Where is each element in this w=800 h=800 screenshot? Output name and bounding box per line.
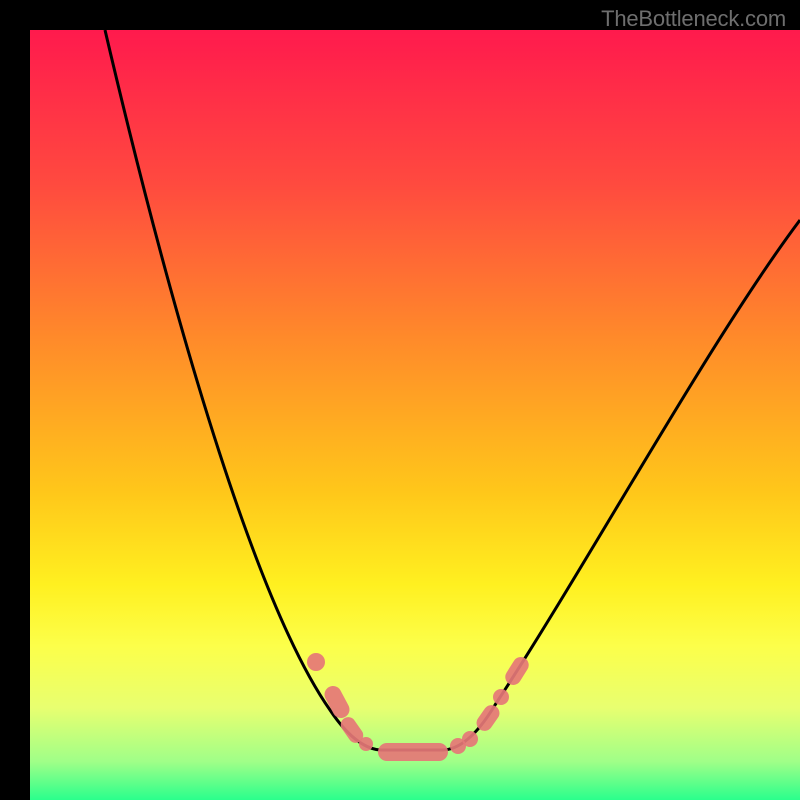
watermark-text: TheBottleneck.com (601, 6, 786, 32)
chart-plot-area (30, 30, 800, 800)
curve-marker (359, 737, 373, 751)
bottleneck-curve-path (105, 30, 800, 750)
bottleneck-curve-svg (30, 30, 800, 800)
curve-markers-group (307, 653, 532, 761)
curve-marker (502, 654, 531, 688)
curve-marker (462, 731, 478, 747)
curve-marker (378, 743, 448, 761)
curve-marker (493, 689, 509, 705)
curve-marker (307, 653, 325, 671)
